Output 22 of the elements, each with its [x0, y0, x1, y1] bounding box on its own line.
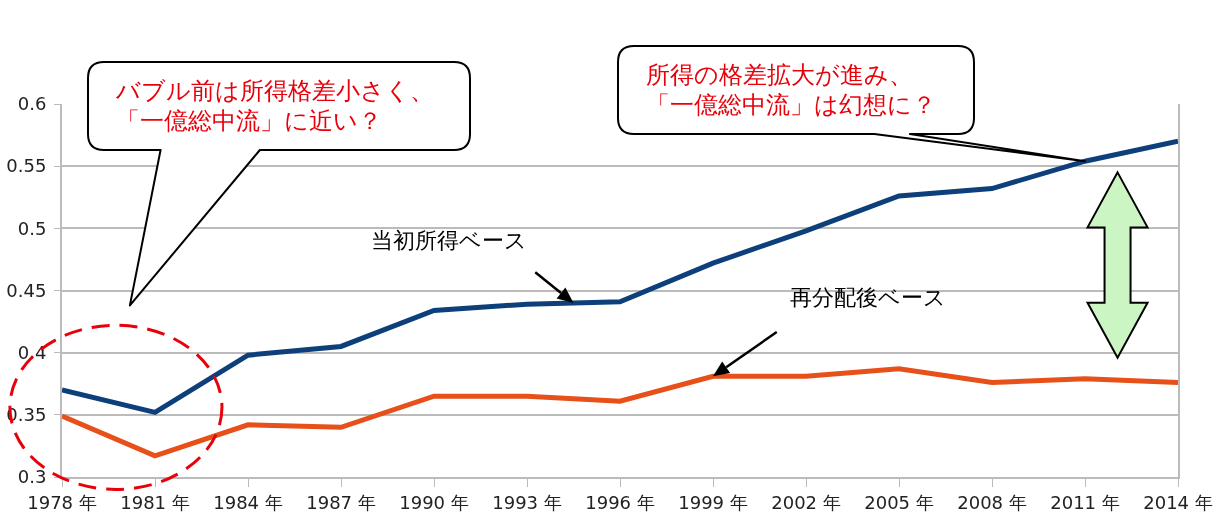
x-tick-label: 1981 年: [120, 491, 190, 513]
x-tick-label: 1990 年: [399, 491, 469, 513]
x-tick-label: 1993 年: [492, 491, 562, 513]
text: 当初所得ベース: [371, 228, 527, 253]
x-tick-label: 1996 年: [585, 491, 655, 513]
y-tick-label: 0.3: [17, 466, 47, 488]
x-tick-label: 1984 年: [213, 491, 283, 513]
x-tick-label: 2005 年: [864, 491, 934, 513]
text: 再分配後ベース: [790, 285, 946, 310]
annotation: バブル前は所得格差小さく、「一億総中流」に近い？: [116, 76, 435, 136]
x-tick-label: 2002 年: [771, 491, 841, 513]
y-tick-label: 0.5: [17, 217, 47, 239]
x-tick-label: 2008 年: [957, 491, 1027, 513]
x-tick-label: 1978 年: [27, 491, 97, 513]
x-tick-label: 1999 年: [678, 491, 748, 513]
y-tick-label: 0.6: [17, 93, 47, 115]
annotation: 所得の格差拡大が進み、「一億総中流」は幻想に？: [646, 60, 937, 120]
y-tick-label: 0.55: [6, 155, 47, 177]
x-tick-label: 2014 年: [1143, 491, 1213, 513]
x-tick-label: 2011 年: [1050, 491, 1120, 513]
y-tick-label: 0.45: [6, 279, 47, 301]
x-tick-label: 1987 年: [306, 491, 376, 513]
